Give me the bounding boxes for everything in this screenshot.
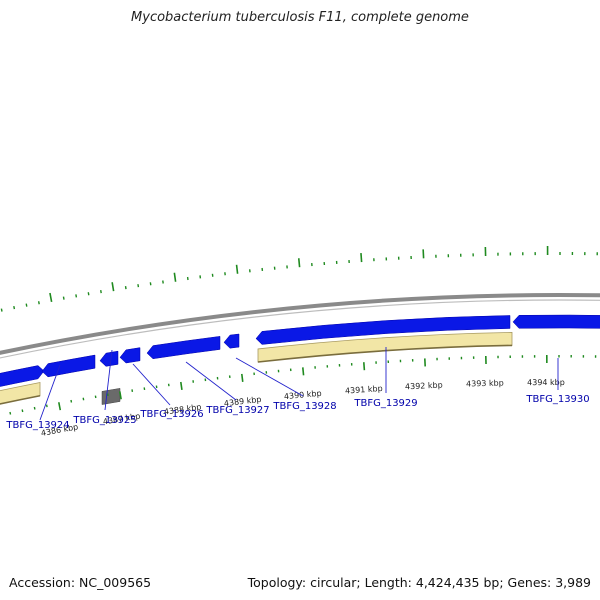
major-tick xyxy=(363,362,366,371)
kbp-tick-label: 4393 kbp xyxy=(466,379,504,389)
minor-tick xyxy=(62,296,65,300)
gene-track xyxy=(0,314,600,405)
gene-arrow xyxy=(146,336,221,360)
callout-line xyxy=(39,364,61,421)
gene-label: TBFG_13925 xyxy=(72,415,136,426)
gene-label: TBFG_13928 xyxy=(272,401,336,412)
major-tick xyxy=(49,292,53,303)
gene-label: TBFG_13926 xyxy=(139,409,203,420)
backbone-outer-line xyxy=(0,293,600,355)
genome-summary: Topology: circular; Length: 4,424,435 bp… xyxy=(247,575,591,590)
genome-backbone xyxy=(0,293,600,359)
inner-tick-ring xyxy=(9,354,597,415)
kbp-tick-label: 4394 kbp xyxy=(527,378,565,387)
callout-line xyxy=(235,357,304,397)
minor-tick xyxy=(87,292,90,296)
minor-tick xyxy=(21,409,24,413)
feature-band-edge xyxy=(257,344,513,363)
accession-label: Accession: NC_009565 xyxy=(9,575,152,590)
major-tick xyxy=(180,381,183,390)
minor-tick xyxy=(75,294,78,298)
major-tick xyxy=(111,282,115,292)
gene-label: TBFG_13929 xyxy=(353,398,417,409)
feature-band-segment xyxy=(0,382,41,405)
gene-arrow xyxy=(99,350,119,367)
kbp-tick-label: 4390 kbp xyxy=(284,389,322,401)
major-tick xyxy=(235,264,239,274)
major-tick xyxy=(119,391,122,400)
gene-arrow xyxy=(41,354,96,378)
kbp-tick-label: 4392 kbp xyxy=(405,381,443,392)
minor-tick xyxy=(37,301,40,305)
major-tick xyxy=(302,367,305,376)
kbp-tick-label: 4391 kbp xyxy=(345,384,383,396)
outer-tick-ring xyxy=(0,246,598,312)
gene-label: TBFG_13927 xyxy=(205,405,269,416)
gene-arrow xyxy=(119,347,141,364)
callout-line xyxy=(132,363,171,406)
feature-band-edge xyxy=(0,394,41,405)
major-tick xyxy=(241,373,244,382)
gene-block-gray xyxy=(101,388,121,405)
callout-line xyxy=(185,361,237,401)
gene-label: TBFG_13924 xyxy=(5,420,69,431)
major-tick xyxy=(58,402,62,411)
gene-arrow xyxy=(255,315,511,345)
major-tick xyxy=(360,253,363,263)
major-tick xyxy=(173,272,177,282)
minor-tick xyxy=(9,411,12,415)
gene-arrow xyxy=(0,365,45,387)
minor-tick xyxy=(13,305,16,310)
minor-tick xyxy=(0,308,3,312)
backbone-inner-line xyxy=(0,299,600,359)
gene-arrow xyxy=(512,314,600,329)
gene-arrow xyxy=(223,333,240,349)
minor-tick xyxy=(25,303,28,307)
major-tick xyxy=(297,258,301,268)
map-title: Mycobacterium tuberculosis F11, complete… xyxy=(131,10,469,25)
callout-line xyxy=(104,349,113,411)
gene-label: TBFG_13930 xyxy=(525,394,589,405)
feature-band-track xyxy=(0,332,513,405)
